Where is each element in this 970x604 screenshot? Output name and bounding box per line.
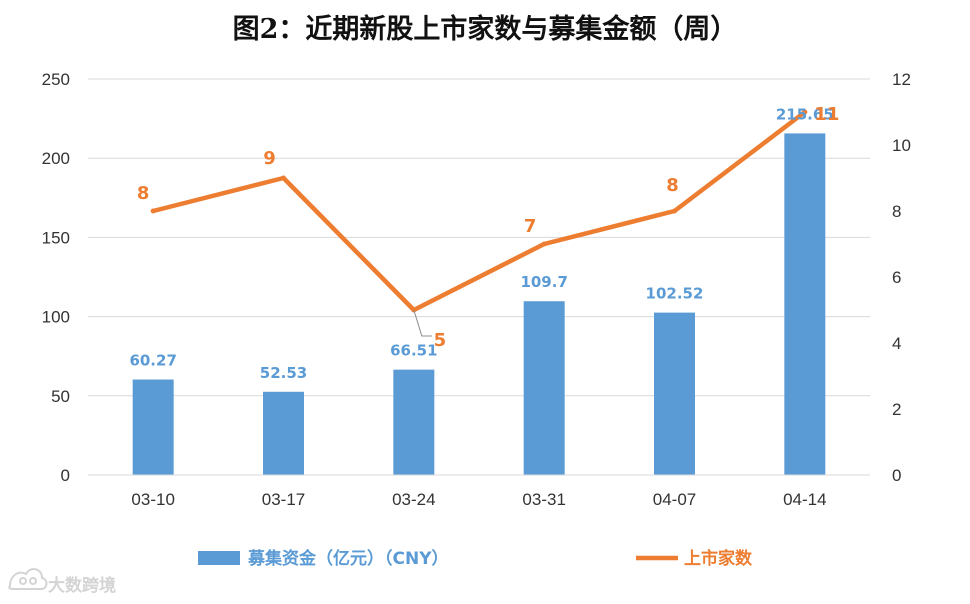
chart-title: 图2：近期新股上市家数与募集金额（周） <box>233 13 738 45</box>
line-point <box>541 241 547 247</box>
line-point <box>802 109 808 115</box>
bar-value-label: 60.27 <box>129 352 176 370</box>
x-tick-label: 04-07 <box>653 490 696 509</box>
line-data-labels: 8 9 5 7 8 11 <box>137 104 839 351</box>
bar <box>393 369 435 475</box>
legend-line-label: 上市家数 <box>684 548 753 569</box>
line-value-label: 7 <box>524 216 537 237</box>
line-path <box>150 109 808 313</box>
right-tick-label: 6 <box>892 268 901 287</box>
left-tick-label: 0 <box>61 466 70 485</box>
line-value-label: 11 <box>814 104 839 125</box>
bar-value-label: 215.65 <box>776 105 834 123</box>
line-value-label: 5 <box>434 330 447 351</box>
watermark: 大数跨境 <box>8 568 116 596</box>
bar-value-label: 109.7 <box>520 273 567 291</box>
line-series <box>150 109 808 313</box>
bar-value-label: 102.52 <box>646 285 704 303</box>
left-y-axis: 0 50 100 150 200 250 <box>42 70 70 485</box>
line-point <box>672 208 677 214</box>
right-tick-label: 0 <box>892 466 901 485</box>
right-tick-label: 12 <box>892 70 911 89</box>
right-tick-label: 4 <box>892 334 901 353</box>
eye-cloud-logo-icon <box>8 568 48 590</box>
bar <box>784 133 826 475</box>
right-tick-label: 8 <box>892 202 901 221</box>
bar-data-labels: 60.27 52.53 66.51 109.7 102.52 215.65 <box>129 105 833 381</box>
bar <box>132 379 174 475</box>
line-point <box>150 208 156 214</box>
x-tick-label: 03-10 <box>131 490 174 509</box>
bar-value-label: 52.53 <box>260 364 307 382</box>
left-tick-label: 250 <box>42 70 70 89</box>
bar <box>263 391 304 475</box>
bar <box>654 312 695 475</box>
x-tick-label: 04-14 <box>783 490 826 509</box>
line-value-label: 8 <box>137 183 150 204</box>
right-tick-label: 10 <box>892 136 911 155</box>
x-axis: 03-10 03-17 03-24 03-31 04-07 04-14 <box>88 474 870 509</box>
watermark-text: 大数跨境 <box>48 575 116 596</box>
left-tick-label: 50 <box>51 387 70 406</box>
right-y-axis: 0 2 4 6 8 10 12 <box>892 70 911 485</box>
legend-bar-label: 募集资金（亿元）（CNY） <box>247 548 449 569</box>
line-point <box>281 175 286 181</box>
bar-value-label: 66.51 <box>390 342 437 360</box>
right-tick-label: 2 <box>892 400 901 419</box>
x-tick-label: 03-24 <box>392 490 435 509</box>
legend: 募集资金（亿元）（CNY） 上市家数 <box>198 548 753 569</box>
bar <box>523 301 565 475</box>
label-leader-line <box>413 309 432 337</box>
line-value-label: 8 <box>666 175 679 196</box>
left-tick-label: 150 <box>42 228 70 247</box>
legend-bar-swatch <box>198 551 240 565</box>
left-tick-label: 100 <box>42 308 70 327</box>
left-tick-label: 200 <box>42 149 70 168</box>
x-tick-label: 03-17 <box>262 490 305 509</box>
bar-series <box>132 133 826 475</box>
x-tick-label: 03-31 <box>522 490 565 509</box>
line-value-label: 9 <box>263 148 276 169</box>
